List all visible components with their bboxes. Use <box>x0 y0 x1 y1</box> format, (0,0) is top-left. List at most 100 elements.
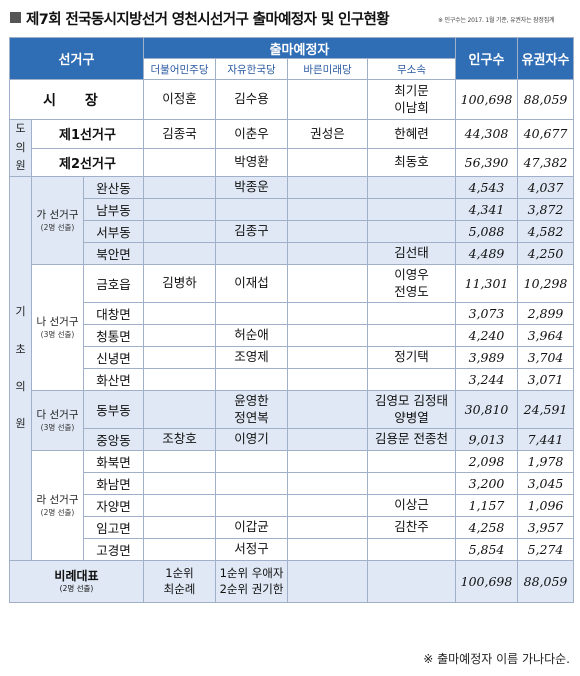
candidate-democratic: 김종국 <box>143 119 216 149</box>
candidate-bareunmirae: 권성은 <box>287 119 368 149</box>
table-row: 고경면 서정구 5,854 5,274 <box>10 538 574 562</box>
table-row: 라 선거구 (2명 선출) 화북면 2,098 1,978 <box>10 450 574 562</box>
candidate-independent <box>367 176 456 200</box>
proportional-label: 비례대표 (2명 선출) <box>9 560 144 604</box>
table-row: 임고면 이갑균 김찬주 4,258 3,957 <box>10 516 574 540</box>
population-value: 2,098 <box>455 450 518 474</box>
population-value: 44,308 <box>455 119 518 149</box>
population-value: 3,073 <box>455 302 518 326</box>
header-party-liberty-korea: 자유한국당 <box>215 58 288 80</box>
group-label: 다 선거구 (3명 선출) <box>31 390 84 452</box>
candidate-liberty-korea: 김종구 <box>215 220 288 244</box>
title-note: ※ 인구수는 2017. 1월 기준, 유권자는 잠정집계 <box>438 17 555 24</box>
voters-value: 1,096 <box>517 494 574 518</box>
candidate-democratic <box>143 472 216 496</box>
candidate-bareunmirae <box>287 450 368 474</box>
candidate-independent: 김선태 <box>367 242 456 266</box>
table-row-proportional: 비례대표 (2명 선출) 1순위 최순례 1순위 우애자 2순위 권기한 100,698 88… <box>9 560 574 604</box>
candidate-liberty-korea <box>215 450 288 474</box>
candidate-liberty-korea: 윤영한 정연복 <box>215 390 288 430</box>
header-party-bareunmirae: 바른미래당 <box>287 58 368 80</box>
footnote: ※ 출마예정자 이름 가나다순. <box>423 652 570 666</box>
candidate-bareunmirae <box>287 220 368 244</box>
voters-value: 3,964 <box>517 324 574 348</box>
table-row: 청통면 허순애 4,240 3,964 <box>10 324 574 348</box>
group-seats: (2명 선출) <box>40 222 75 232</box>
header-party-democratic: 더불어민주당 <box>143 58 216 80</box>
voters-value: 4,037 <box>517 176 574 200</box>
voters-value: 3,045 <box>517 472 574 496</box>
voters-value: 10,298 <box>517 264 574 304</box>
candidate-democratic <box>143 147 216 178</box>
candidate-liberty-korea: 이재섭 <box>215 264 288 304</box>
population-value: 3,200 <box>455 472 518 496</box>
candidate-democratic <box>143 242 216 266</box>
proportional-name: 비례대표 <box>54 568 99 583</box>
table-row: 대창면 3,073 2,899 <box>10 302 574 326</box>
candidate-democratic <box>143 494 216 518</box>
candidate-independent: 한혜련 <box>367 119 456 149</box>
voters-value: 1,978 <box>517 450 574 474</box>
voters-value: 3,071 <box>517 368 574 392</box>
candidate-independent <box>367 450 456 474</box>
candidate-liberty-korea: 허순애 <box>215 324 288 348</box>
district-name: 임고면 <box>83 516 144 540</box>
candidate-liberty-korea: 김수용 <box>215 79 288 120</box>
population-value: 100,698 <box>455 560 518 604</box>
voters-value: 4,582 <box>517 220 574 244</box>
candidate-independent <box>367 324 456 348</box>
candidate-liberty-korea <box>215 368 288 392</box>
district-mayor: 시 장 <box>9 79 144 120</box>
district-name: 남부동 <box>83 198 144 222</box>
candidate-independent <box>367 368 456 392</box>
candidate-bareunmirae <box>287 346 368 370</box>
district-name: 대창면 <box>83 302 144 326</box>
group-name: 다 선거구 <box>36 408 79 421</box>
table-row: 화산면 3,244 3,071 <box>10 368 574 392</box>
candidate-democratic <box>143 390 216 430</box>
voters-value: 2,899 <box>517 302 574 326</box>
population-value: 3,989 <box>455 346 518 370</box>
candidate-bareunmirae <box>287 390 368 430</box>
group-name: 나 선거구 <box>36 315 79 328</box>
district-name: 화북면 <box>83 450 144 474</box>
voters-value: 88,059 <box>517 79 574 120</box>
candidate-bareunmirae <box>287 264 368 304</box>
table-row: 신녕면 조영제 정기택 3,989 3,704 <box>10 346 574 370</box>
group-label: 가 선거구 (2명 선출) <box>31 176 84 266</box>
group-seats: (3명 선출) <box>40 422 75 432</box>
candidate-democratic <box>143 538 216 562</box>
candidate-bareunmirae <box>287 516 368 540</box>
district-name: 화산면 <box>83 368 144 392</box>
voters-value: 4,250 <box>517 242 574 266</box>
candidate-democratic: 김병하 <box>143 264 216 304</box>
candidate-independent: 김찬주 <box>367 516 456 540</box>
population-value: 1,157 <box>455 494 518 518</box>
candidate-bareunmirae <box>287 302 368 326</box>
population-value: 4,258 <box>455 516 518 540</box>
population-value: 56,390 <box>455 147 518 178</box>
candidate-democratic <box>143 198 216 222</box>
population-value: 11,301 <box>455 264 518 304</box>
population-value: 9,013 <box>455 428 518 452</box>
table-row: 자양면 이상근 1,157 1,096 <box>10 494 574 518</box>
district-name: 화남면 <box>83 472 144 496</box>
group-name: 가 선거구 <box>36 208 79 221</box>
candidate-liberty-korea <box>215 302 288 326</box>
population-value: 100,698 <box>455 79 518 120</box>
voters-value: 3,872 <box>517 198 574 222</box>
candidate-liberty-korea: 이갑균 <box>215 516 288 540</box>
header-population: 인구수 <box>455 37 518 80</box>
header-candidates: 출마예정자 <box>143 37 456 59</box>
candidate-bareunmirae <box>287 79 368 120</box>
population-value: 3,244 <box>455 368 518 392</box>
candidate-democratic <box>143 220 216 244</box>
candidate-democratic <box>143 368 216 392</box>
voters-value: 3,704 <box>517 346 574 370</box>
population-value: 4,240 <box>455 324 518 348</box>
candidate-bareunmirae <box>287 560 368 604</box>
group-seats: (3명 선출) <box>40 329 75 339</box>
district-name: 중앙동 <box>83 428 144 452</box>
candidate-bareunmirae <box>287 368 368 392</box>
